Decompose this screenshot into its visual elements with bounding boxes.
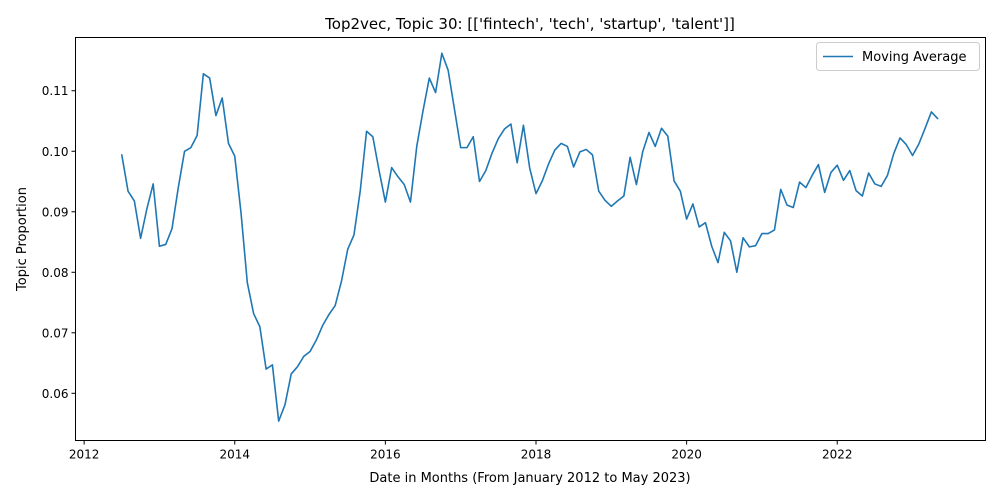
x-axis: 2012 2014 2016 2018 2020 2022 bbox=[69, 440, 853, 462]
x-axis-label: Date in Months (From January 2012 to May… bbox=[369, 471, 690, 486]
y-tick-label: 0.07 bbox=[42, 326, 69, 340]
plot-area: 2012 2014 2016 2018 2020 2022 0.060.070.080.0… bbox=[42, 37, 986, 462]
x-tick-label: 2020 bbox=[671, 448, 702, 462]
legend-box bbox=[816, 42, 980, 71]
legend-label-moving-average: Moving Average bbox=[862, 50, 966, 65]
series-line-moving-average bbox=[120, 52, 939, 422]
y-tick-label: 0.08 bbox=[42, 266, 69, 280]
chart-title: Top2vec, Topic 30: [['fintech', 'tech', … bbox=[324, 15, 735, 33]
y-axis-label: Topic Proportion bbox=[15, 187, 30, 292]
x-tick-label: 2016 bbox=[370, 448, 401, 462]
y-tick-label: 0.10 bbox=[42, 145, 69, 159]
x-tick-label: 2018 bbox=[521, 448, 552, 462]
x-tick-label: 2012 bbox=[69, 448, 100, 462]
y-tick-label: 0.09 bbox=[42, 205, 69, 219]
y-tick-label: 0.06 bbox=[42, 387, 69, 401]
plot-frame bbox=[75, 37, 986, 441]
x-tick-label: 2014 bbox=[219, 448, 250, 462]
legend: Moving Average bbox=[816, 42, 980, 71]
series-layer bbox=[120, 52, 939, 422]
y-tick-label: 0.11 bbox=[42, 84, 69, 98]
x-tick-label: 2022 bbox=[822, 448, 853, 462]
y-axis: 0.06 0.07 0.08 0.09 0.10 0.11 bbox=[42, 84, 76, 401]
